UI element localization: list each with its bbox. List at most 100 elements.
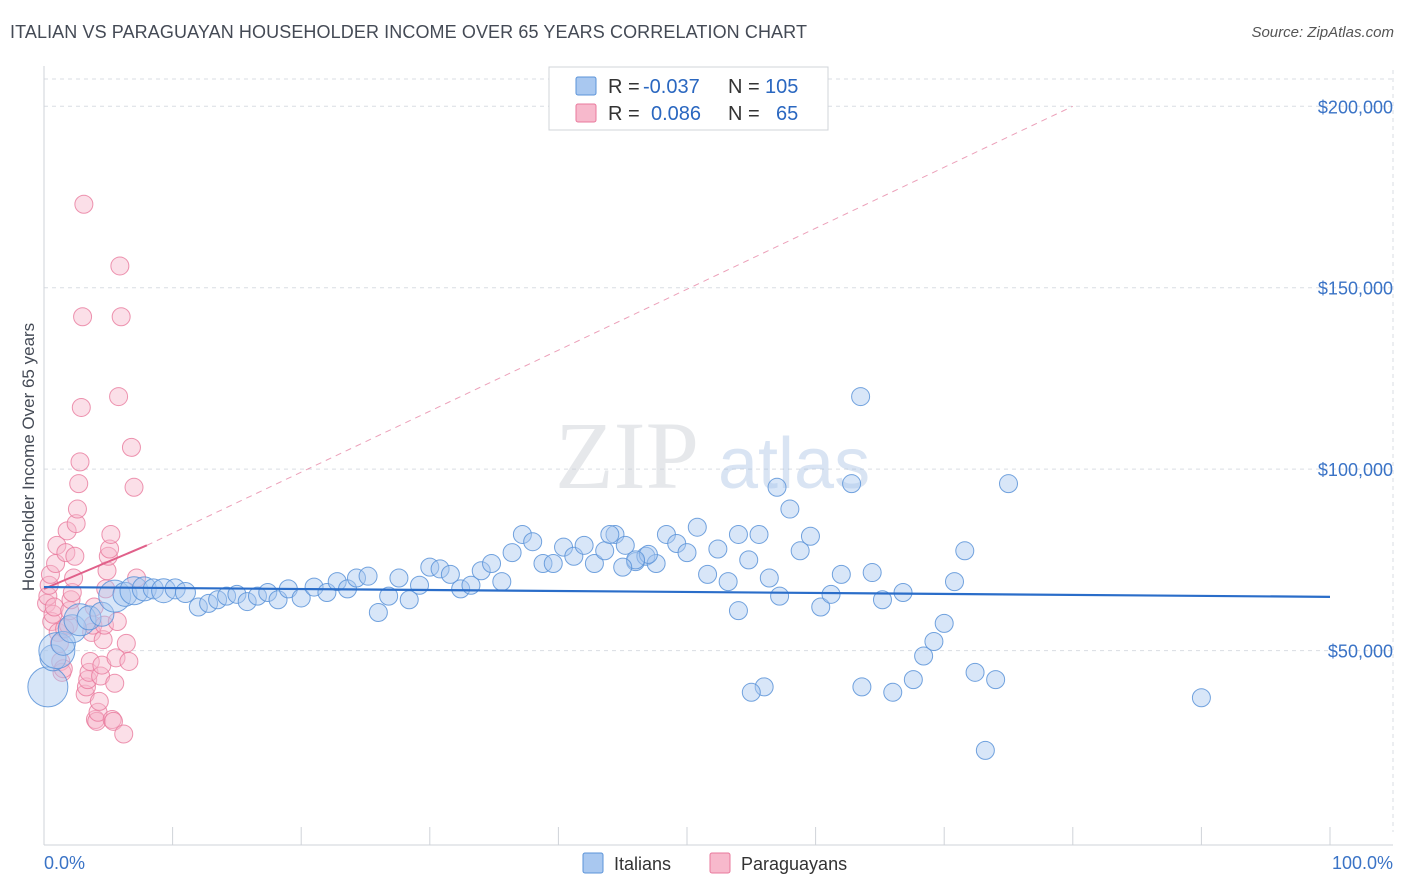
italians-n-label: N = bbox=[728, 76, 760, 98]
italians-point-81 bbox=[862, 563, 882, 583]
paraguayans-point-55 bbox=[107, 612, 127, 632]
paraguayans-point-57 bbox=[110, 256, 130, 276]
italians-point-87 bbox=[924, 632, 944, 651]
italians-point-53 bbox=[574, 535, 594, 555]
italians-point-20 bbox=[227, 584, 247, 604]
italians-point-74 bbox=[790, 541, 810, 561]
italians-point-27 bbox=[304, 577, 324, 597]
italians-point-70 bbox=[749, 524, 769, 544]
italians-point-88 bbox=[934, 613, 954, 633]
italians-point-82 bbox=[872, 590, 892, 610]
italians-point-33 bbox=[368, 602, 388, 622]
paraguayans-point-24 bbox=[67, 499, 87, 519]
italians-point-91 bbox=[965, 662, 985, 682]
y-axis-label: Householder Income Over 65 years bbox=[19, 323, 38, 591]
italians-point-78 bbox=[831, 564, 851, 584]
legend-paraguayans-swatch bbox=[709, 852, 731, 874]
italians-point-43 bbox=[471, 561, 491, 581]
paraguayans-point-31 bbox=[76, 677, 96, 697]
italians-point-7 bbox=[89, 601, 115, 627]
paraguayans-point-60 bbox=[116, 633, 136, 653]
italians-point-32 bbox=[358, 566, 378, 586]
italians-point-73 bbox=[780, 499, 800, 519]
paraguayans-point-28 bbox=[73, 307, 93, 327]
italians-point-77 bbox=[821, 584, 841, 604]
x-tick-label-max: 100.0% bbox=[1332, 853, 1393, 873]
paraguayans-point-50 bbox=[101, 524, 121, 544]
italians-point-93 bbox=[986, 670, 1006, 690]
italians-point-21 bbox=[237, 592, 257, 612]
italians-r-value: -0.037 bbox=[643, 76, 700, 98]
italians-point-68 bbox=[728, 524, 748, 544]
paraguayans-point-3 bbox=[40, 564, 60, 584]
chart-title: ITALIAN VS PARAGUAYAN HOUSEHOLDER INCOME… bbox=[10, 22, 808, 42]
italians-point-71 bbox=[759, 568, 779, 588]
paraguayans-n-value: 65 bbox=[776, 103, 798, 125]
italians-point-86 bbox=[914, 646, 934, 666]
paraguayans-point-41 bbox=[89, 691, 109, 711]
y-tick-label-3: $200,000 bbox=[1318, 97, 1393, 117]
italians-point-95 bbox=[767, 477, 787, 497]
paraguayans-point-34 bbox=[80, 651, 100, 671]
italians-point-29 bbox=[327, 572, 347, 592]
italians-point-47 bbox=[512, 524, 532, 544]
stats-legend: R = -0.037 N = 105 R = 0.086 N = 65 bbox=[548, 66, 829, 131]
italians-point-45 bbox=[492, 572, 512, 592]
y-tick-label-2: $150,000 bbox=[1318, 279, 1393, 299]
italians-point-94 bbox=[999, 474, 1018, 494]
paraguayans-point-27 bbox=[71, 397, 91, 417]
paraguayans-point-26 bbox=[70, 452, 90, 472]
italians-point-50 bbox=[543, 553, 563, 573]
paraguayans-point-61 bbox=[119, 651, 139, 671]
italians-point-83 bbox=[883, 682, 903, 702]
italians-point-16 bbox=[188, 597, 208, 617]
italians-point-15 bbox=[174, 582, 196, 604]
italians-point-104 bbox=[851, 387, 871, 407]
italians-trend-line bbox=[43, 585, 1331, 598]
italians-point-39 bbox=[430, 559, 450, 579]
y-tick-label-0: $50,000 bbox=[1328, 642, 1393, 662]
italians-point-92 bbox=[975, 740, 995, 760]
paraguayans-swatch bbox=[575, 103, 597, 123]
italians-point-96 bbox=[754, 677, 774, 697]
italians-point-48 bbox=[523, 532, 543, 552]
italians-point-69 bbox=[739, 550, 759, 570]
italians-point-41 bbox=[451, 579, 471, 599]
italians-point-54 bbox=[584, 553, 604, 573]
italians-point-85 bbox=[903, 670, 923, 690]
legend-italians-label: Italians bbox=[614, 854, 671, 874]
italians-point-37 bbox=[410, 575, 430, 595]
italians-point-64 bbox=[687, 517, 707, 537]
legend-italians-swatch bbox=[582, 852, 604, 874]
paraguayans-point-44 bbox=[93, 630, 113, 650]
paraguayans-point-56 bbox=[109, 387, 129, 407]
paraguayans-n-label: N = bbox=[728, 103, 760, 125]
legend-paraguayans-label: Paraguayans bbox=[741, 854, 847, 874]
paraguayans-r-label: R = bbox=[608, 103, 640, 125]
italians-point-5 bbox=[63, 603, 97, 637]
italians-point-97 bbox=[741, 682, 761, 702]
italians-point-72 bbox=[770, 586, 790, 606]
italians-point-40 bbox=[440, 564, 460, 584]
italians-point-44 bbox=[482, 553, 502, 573]
paraguayans-point-59 bbox=[114, 724, 134, 744]
y-tick-label-1: $100,000 bbox=[1318, 460, 1393, 480]
trend-lines bbox=[43, 105, 1331, 598]
italians-n-value: 105 bbox=[765, 76, 798, 98]
italians-point-67 bbox=[718, 572, 738, 592]
italians-point-80 bbox=[852, 677, 872, 697]
italians-point-49 bbox=[533, 553, 553, 573]
y-tick-labels: $50,000 $100,000 $150,000 $200,000 bbox=[1318, 97, 1393, 661]
series-legend: Italians Paraguayans bbox=[582, 852, 847, 874]
italians-point-90 bbox=[955, 541, 975, 561]
paraguayans-point-49 bbox=[100, 539, 120, 559]
watermark: ZIP atlas bbox=[555, 402, 870, 509]
paraguayans-point-22 bbox=[65, 546, 85, 566]
italians-point-65 bbox=[698, 564, 718, 584]
italians-r-label: R = bbox=[608, 76, 640, 98]
italians-point-35 bbox=[389, 568, 409, 588]
italians-point-101 bbox=[613, 557, 633, 577]
paraguayans-point-25 bbox=[69, 474, 89, 494]
paraguayans-r-value: 0.086 bbox=[651, 103, 701, 125]
